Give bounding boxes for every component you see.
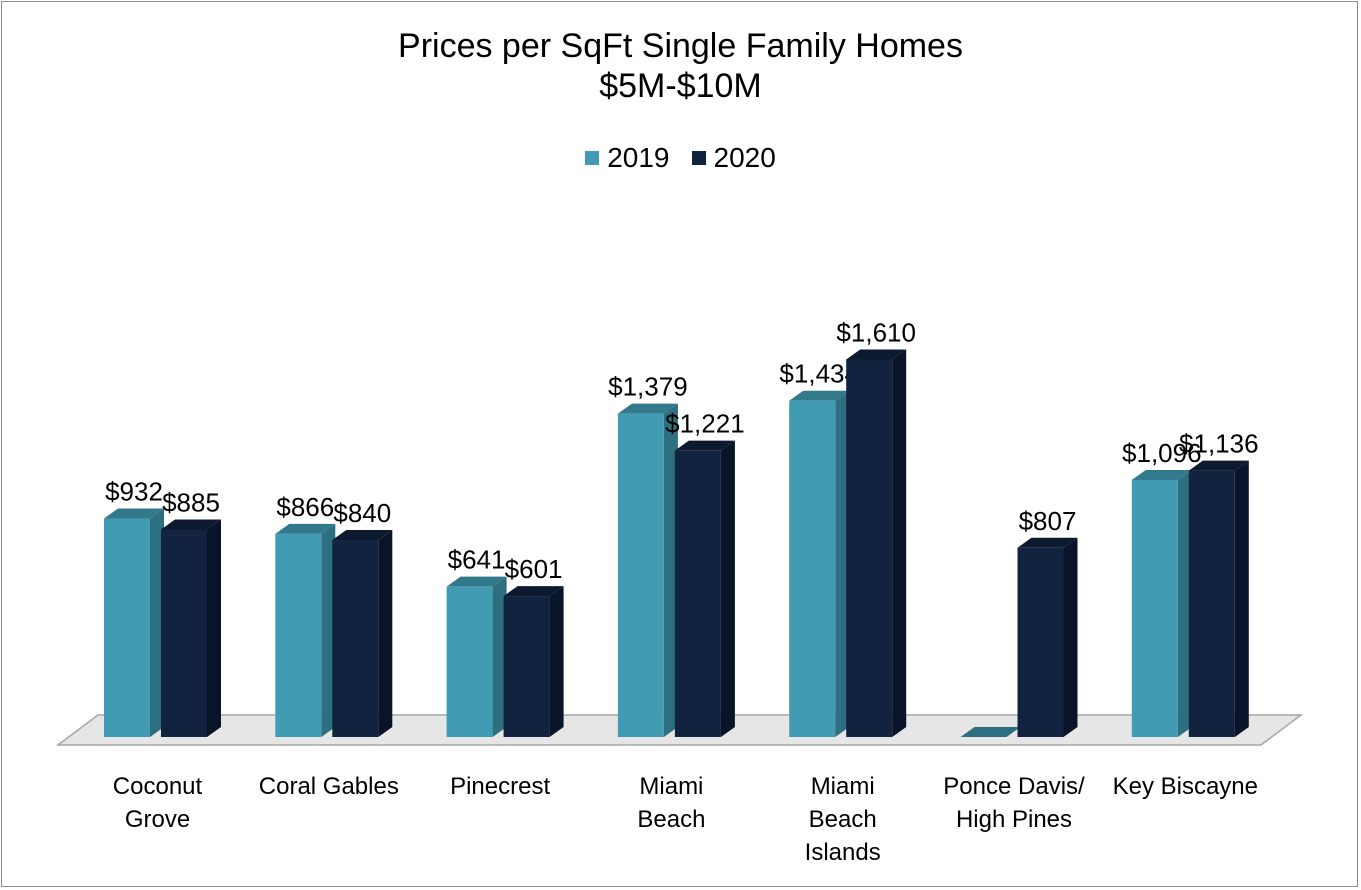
bar-side-cat3-s2020 (720, 440, 735, 737)
bar-top-cat6-s2019 (1131, 469, 1192, 480)
category-label-6-line-0: Key Biscayne (1113, 773, 1258, 800)
legend: 2019 2020 (0, 142, 1361, 174)
bar-side-cat4-s2019 (835, 390, 850, 737)
bar-top-cat6-s2020 (1188, 460, 1249, 471)
category-label-1-line-0: Coral Gables (259, 773, 399, 800)
data-label-cat5-s2020: $807 (1019, 506, 1077, 536)
legend-label-2020: 2020 (713, 142, 776, 173)
bar-cat1-s2019 (275, 533, 322, 737)
bar-top-cat1-s2020 (332, 530, 393, 541)
bar-side-cat1-s2019 (321, 523, 336, 737)
category-label-0-line-1: Grove (125, 806, 190, 833)
data-label-cat2-s2020: $601 (505, 554, 563, 584)
bar-side-cat0-s2019 (150, 508, 164, 737)
data-label-cat3-s2019: $1,379 (608, 372, 688, 402)
category-label-5-line-1: High Pines (956, 806, 1072, 833)
legend-label-2019: 2019 (607, 142, 670, 173)
bar-top-cat2-s2019 (446, 576, 507, 587)
bar-cat4-s2019 (789, 400, 836, 737)
category-label-3-line-0: Miami (639, 773, 703, 800)
bar-top-cat1-s2019 (275, 523, 336, 534)
category-label-2-line-0: Pinecrest (450, 773, 550, 800)
bar-side-cat3-s2019 (663, 403, 678, 737)
bar-cat0-s2020 (161, 529, 207, 737)
legend-swatch-2019 (585, 151, 600, 165)
bar-side-cat2-s2019 (492, 576, 507, 737)
data-label-cat6-s2020: $1,136 (1179, 429, 1259, 459)
data-label-cat2-s2019: $641 (448, 545, 506, 575)
bar-top-cat3-s2019 (617, 403, 678, 414)
category-label-4-line-0: Miami (811, 773, 875, 800)
bar-top-cat4-s2019 (789, 390, 850, 401)
bar-top-cat0-s2020 (161, 519, 221, 530)
data-label-cat4-s2020: $1,610 (836, 317, 916, 347)
bar-top-cat4-s2020 (846, 349, 907, 360)
bar-cat1-s2020 (332, 540, 379, 737)
data-label-cat1-s2019: $866 (276, 492, 334, 522)
chart-title-line: Prices per SqFt Single Family Homes (398, 27, 963, 65)
bar-side-cat0-s2020 (207, 519, 221, 737)
legend-swatch-2020 (691, 151, 706, 165)
data-label-cat0-s2019: $932 (105, 476, 163, 506)
bar-top-cat2-s2020 (503, 586, 564, 597)
bar-cat6-s2020 (1188, 470, 1235, 737)
bar-side-cat2-s2020 (549, 586, 564, 737)
bar-top-cat3-s2020 (674, 440, 735, 451)
category-label-4-line-1: Beach (809, 806, 877, 833)
bar-side-cat1-s2020 (378, 530, 393, 737)
category-label-4-line-2: Islands (805, 839, 881, 866)
bar-side-cat6-s2020 (1234, 460, 1249, 737)
bar-top-cat0-s2019 (104, 508, 164, 519)
bar-cat6-s2019 (1131, 479, 1178, 737)
data-label-cat0-s2020: $885 (162, 487, 220, 517)
data-label-cat3-s2020: $1,221 (665, 409, 745, 439)
category-label-3-line-1: Beach (637, 806, 705, 833)
chart-subtitle-line: $5M-$10M (599, 67, 762, 105)
bar-cat5-s2020 (1017, 547, 1064, 737)
bar-side-cat5-s2020 (1063, 537, 1078, 737)
data-label-cat4-s2019: $1,434 (779, 359, 859, 389)
category-label-5-line-0: Ponce Davis/ (943, 773, 1085, 800)
chart-title: Prices per SqFt Single Family Homes $5M-… (0, 26, 1361, 106)
bar-cat2-s2020 (503, 596, 550, 737)
bar-cat2-s2019 (446, 586, 493, 737)
bar-side-cat6-s2019 (1177, 469, 1192, 737)
legend-item-2020: 2020 (691, 142, 776, 174)
bar-side-cat4-s2020 (892, 349, 907, 737)
legend-item-2019: 2019 (585, 142, 670, 174)
bar-cat4-s2020 (846, 359, 893, 737)
data-label-cat6-s2019: $1,096 (1122, 438, 1202, 468)
bar-top-cat5-s2020 (1017, 537, 1078, 548)
bar-cat3-s2019 (617, 413, 664, 737)
bar-cat3-s2020 (674, 450, 721, 737)
data-label-cat1-s2020: $840 (333, 498, 391, 528)
bar-cat0-s2019 (104, 518, 150, 737)
category-label-0-line-0: Coconut (113, 773, 203, 800)
bar-flat-cat5-s2019 (960, 727, 1021, 737)
